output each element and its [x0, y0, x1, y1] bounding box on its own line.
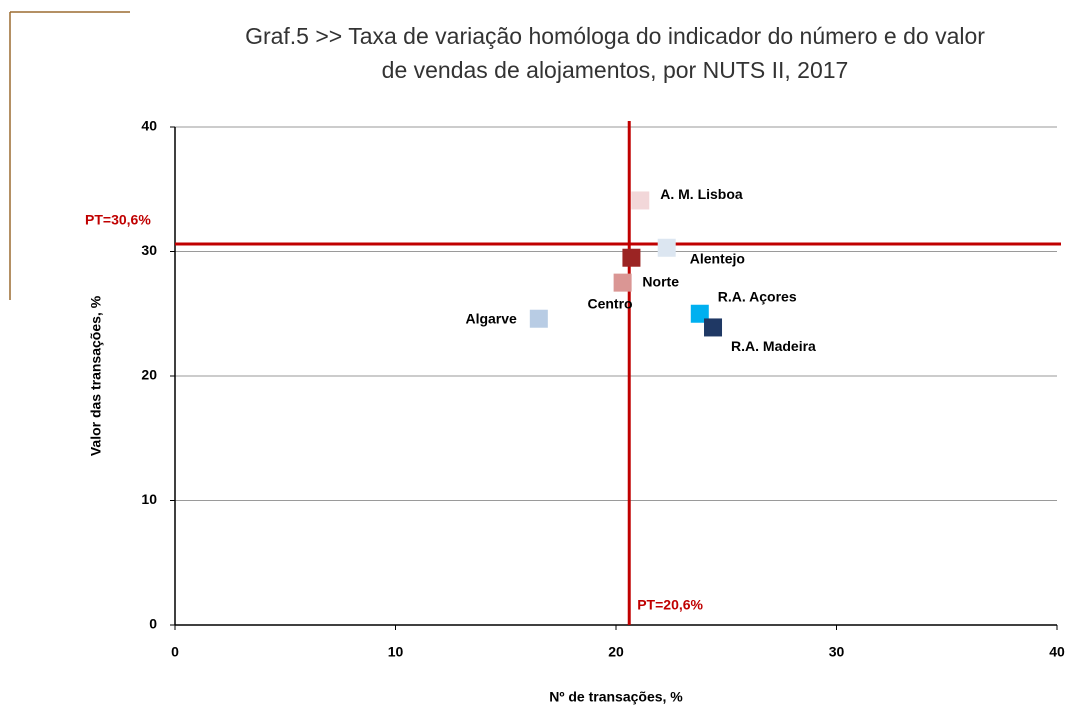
point: [631, 191, 650, 210]
point: [657, 238, 676, 257]
x-tick-label: 30: [829, 644, 845, 660]
point: [622, 248, 641, 267]
y-tick-label: 40: [141, 118, 157, 134]
point: [704, 318, 723, 337]
point-label: R.A. Açores: [718, 288, 797, 304]
chart-title: de vendas de alojamentos, por NUTS II, 2…: [382, 57, 849, 83]
point-label: Centro: [587, 295, 632, 311]
point-label: Norte: [642, 273, 679, 289]
point-label: Alentejo: [690, 250, 745, 266]
chart-title: Graf.5 >> Taxa de variação homóloga do i…: [245, 23, 985, 49]
reference-label: PT=20,6%: [637, 597, 703, 613]
x-axis-label: Nº de transações, %: [549, 689, 683, 705]
x-tick-label: 40: [1049, 644, 1065, 660]
point-label: R.A. Madeira: [731, 338, 816, 354]
y-tick-label: 10: [141, 491, 157, 507]
reference-label: PT=30,6%: [85, 212, 151, 228]
y-tick-label: 30: [141, 242, 157, 258]
decor-border: [9, 11, 130, 300]
point: [613, 273, 632, 292]
point: [690, 304, 709, 323]
point-label: Algarve: [465, 310, 517, 326]
point: [529, 309, 548, 328]
x-tick-label: 0: [171, 644, 179, 660]
x-tick-label: 10: [388, 644, 404, 660]
y-tick-label: 20: [141, 367, 157, 383]
x-tick-label: 20: [608, 644, 624, 660]
y-axis-label: Valor das transações, %: [88, 295, 104, 456]
y-tick-label: 0: [149, 616, 157, 632]
point-label: A. M. Lisboa: [660, 186, 743, 202]
